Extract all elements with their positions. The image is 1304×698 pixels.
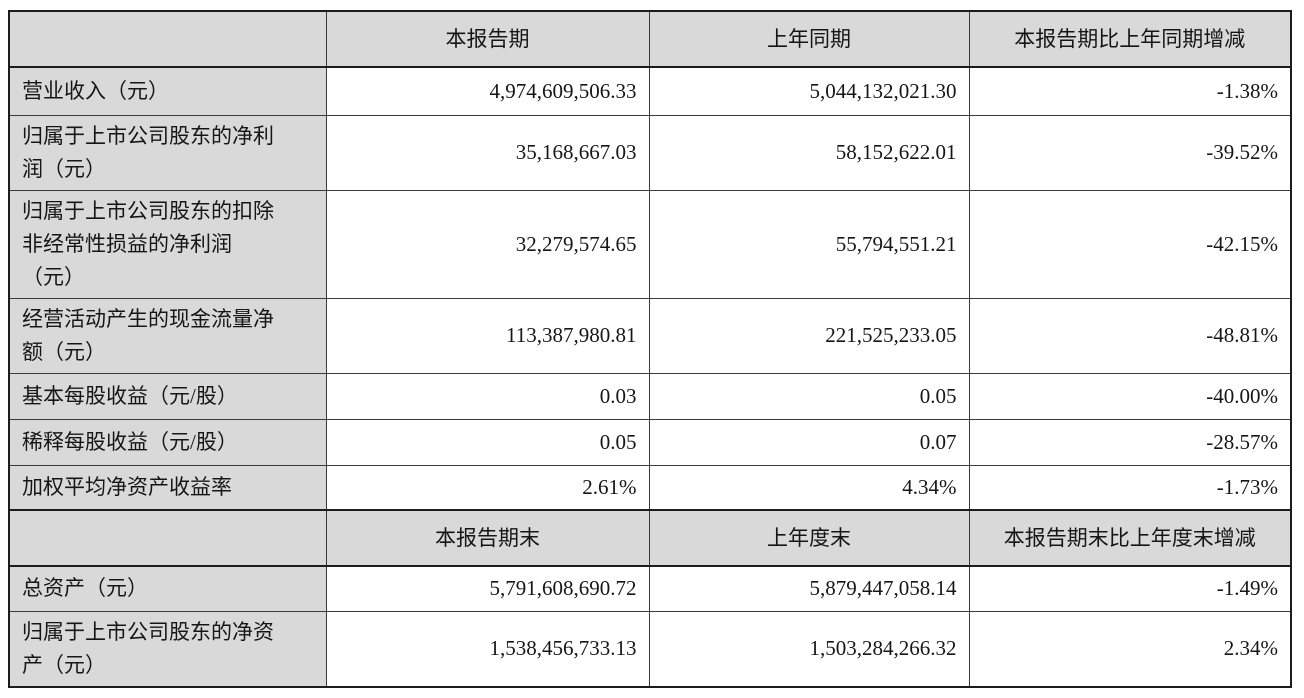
change-value: -1.49% [968, 565, 1292, 612]
current-value: 5,791,608,690.72 [325, 565, 650, 612]
row-label: 总资产（元） [8, 565, 327, 612]
current-value: 32,279,574.65 [325, 189, 650, 299]
change-value: -1.38% [968, 66, 1292, 116]
current-value: 2.61% [325, 464, 650, 511]
prior-value: 221,525,233.05 [648, 297, 970, 374]
header-row-period: 本报告期 上年同期 本报告期比上年同期增减 [8, 10, 1292, 68]
change-value: -48.81% [968, 297, 1292, 374]
header-prior-period: 上年同期 [648, 10, 970, 68]
header-period-change: 本报告期比上年同期增减 [968, 10, 1292, 68]
table-row-net-profit: 归属于上市公司股东的净利 润（元） 35,168,667.03 58,152,6… [8, 114, 1292, 191]
row-label: 归属于上市公司股东的净资 产（元） [8, 610, 327, 688]
row-label: 归属于上市公司股东的扣除 非经常性损益的净利润 （元） [8, 189, 327, 299]
table-row-operating-revenue: 营业收入（元） 4,974,609,506.33 5,044,132,021.3… [8, 66, 1292, 116]
header-current-period-end: 本报告期末 [325, 509, 650, 567]
row-label: 基本每股收益（元/股） [8, 372, 327, 420]
current-value: 113,387,980.81 [325, 297, 650, 374]
header-prior-year-end: 上年度末 [648, 509, 970, 567]
row-label: 经营活动产生的现金流量净 额（元） [8, 297, 327, 374]
header-corner-cell [8, 10, 327, 68]
change-value: -39.52% [968, 114, 1292, 191]
current-value: 35,168,667.03 [325, 114, 650, 191]
current-value: 0.03 [325, 372, 650, 420]
table-row-net-assets: 归属于上市公司股东的净资 产（元） 1,538,456,733.13 1,503… [8, 610, 1292, 688]
prior-value: 0.05 [648, 372, 970, 420]
row-label: 加权平均净资产收益率 [8, 464, 327, 511]
table-row-basic-eps: 基本每股收益（元/股） 0.03 0.05 -40.00% [8, 372, 1292, 420]
table-row-weighted-avg-roe: 加权平均净资产收益率 2.61% 4.34% -1.73% [8, 464, 1292, 511]
change-value: 2.34% [968, 610, 1292, 688]
header-corner-cell [8, 509, 327, 567]
table-row-operating-cash-flow: 经营活动产生的现金流量净 额（元） 113,387,980.81 221,525… [8, 297, 1292, 374]
header-row-period-end: 本报告期末 上年度末 本报告期末比上年度末增减 [8, 509, 1292, 567]
table-row-net-profit-excl-nonrecurring: 归属于上市公司股东的扣除 非经常性损益的净利润 （元） 32,279,574.6… [8, 189, 1292, 299]
row-label: 营业收入（元） [8, 66, 327, 116]
row-label: 稀释每股收益（元/股） [8, 418, 327, 466]
financial-summary-table: 本报告期 上年同期 本报告期比上年同期增减 营业收入（元） 4,974,609,… [8, 10, 1292, 688]
table-row-diluted-eps: 稀释每股收益（元/股） 0.05 0.07 -28.57% [8, 418, 1292, 466]
prior-value: 4.34% [648, 464, 970, 511]
prior-value: 58,152,622.01 [648, 114, 970, 191]
current-value: 1,538,456,733.13 [325, 610, 650, 688]
header-period-end-change: 本报告期末比上年度末增减 [968, 509, 1292, 567]
row-label: 归属于上市公司股东的净利 润（元） [8, 114, 327, 191]
change-value: -28.57% [968, 418, 1292, 466]
table-row-total-assets: 总资产（元） 5,791,608,690.72 5,879,447,058.14… [8, 565, 1292, 612]
change-value: -40.00% [968, 372, 1292, 420]
change-value: -1.73% [968, 464, 1292, 511]
header-current-period: 本报告期 [325, 10, 650, 68]
prior-value: 5,879,447,058.14 [648, 565, 970, 612]
change-value: -42.15% [968, 189, 1292, 299]
prior-value: 5,044,132,021.30 [648, 66, 970, 116]
prior-value: 55,794,551.21 [648, 189, 970, 299]
current-value: 4,974,609,506.33 [325, 66, 650, 116]
prior-value: 0.07 [648, 418, 970, 466]
current-value: 0.05 [325, 418, 650, 466]
prior-value: 1,503,284,266.32 [648, 610, 970, 688]
